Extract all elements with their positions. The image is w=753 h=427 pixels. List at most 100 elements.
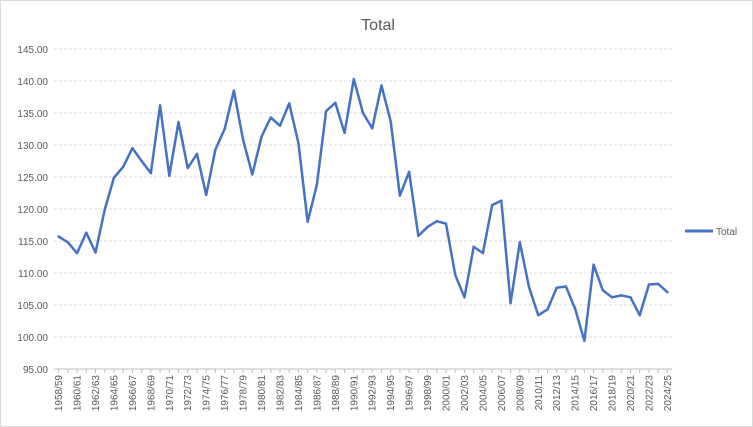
data-point [315, 183, 319, 186]
x-tick-label: 2018/19 [608, 375, 619, 412]
data-point [297, 141, 300, 145]
data-point [620, 294, 623, 297]
x-tick-label: 1960/61 [73, 375, 84, 412]
data-point [426, 225, 429, 229]
data-point [214, 148, 217, 151]
series-line-total [57, 77, 669, 343]
series-total [57, 77, 669, 343]
data-point [352, 77, 355, 81]
data-point [186, 166, 189, 170]
data-point [195, 152, 199, 156]
y-tick-label: 115.00 [18, 237, 48, 248]
data-point [278, 124, 282, 128]
data-point [260, 135, 263, 138]
x-tick-label: 2000/01 [442, 375, 453, 412]
data-point [592, 263, 595, 266]
legend: Total [685, 227, 737, 238]
data-point [666, 291, 669, 294]
data-point [241, 138, 245, 142]
data-point [343, 131, 346, 135]
x-tick-label: 1958/59 [54, 375, 65, 412]
x-tick-label: 1990/91 [349, 375, 360, 412]
x-tick-label: 1988/89 [331, 375, 342, 412]
data-point [555, 286, 558, 289]
data-point [463, 296, 466, 299]
data-point [527, 285, 531, 289]
data-point [564, 285, 568, 288]
x-tick-label: 1996/97 [405, 375, 416, 412]
x-tick-label: 1964/65 [109, 375, 120, 412]
x-tick-label: 2010/11 [534, 375, 545, 411]
data-point [435, 219, 438, 223]
data-point [500, 199, 503, 202]
y-tick-label: 130.00 [17, 141, 48, 152]
data-point [324, 109, 328, 113]
x-tick-label: 1974/75 [202, 375, 213, 412]
x-tick-label: 1978/79 [239, 375, 250, 412]
data-point [656, 282, 660, 286]
data-point [232, 89, 236, 92]
data-point [610, 296, 614, 299]
data-point [223, 127, 226, 131]
data-point [85, 231, 88, 234]
data-point [509, 301, 512, 305]
x-tick-label: 2004/05 [478, 375, 489, 412]
data-point [75, 251, 79, 255]
data-point [417, 234, 420, 238]
chart-title: Total [361, 17, 395, 34]
x-tick-label: 2006/07 [497, 375, 508, 412]
x-tick-label: 1994/95 [386, 375, 397, 412]
data-point [269, 116, 272, 119]
y-tick-label: 100.00 [17, 333, 48, 344]
x-tick-label: 2016/17 [589, 375, 600, 412]
data-point [94, 251, 97, 254]
data-point [66, 241, 70, 244]
x-tick-label: 1968/69 [146, 375, 157, 412]
y-tick-label: 120.00 [17, 205, 48, 216]
data-point [546, 308, 549, 311]
data-point [306, 220, 309, 223]
data-point [389, 120, 392, 123]
y-tick-label: 135.00 [17, 109, 48, 120]
data-point [371, 127, 374, 130]
data-point [103, 208, 106, 211]
data-point [131, 147, 134, 150]
data-point [288, 102, 291, 105]
data-point [490, 203, 494, 207]
data-point [251, 173, 254, 176]
data-point [454, 273, 457, 277]
data-point [177, 120, 180, 124]
x-tick-label: 1980/81 [257, 375, 268, 412]
x-tick-label: 1976/77 [220, 375, 231, 412]
data-point [647, 283, 651, 286]
data-point [629, 296, 632, 299]
x-tick-label: 2002/03 [460, 375, 471, 412]
y-tick-label: 140.00 [17, 77, 48, 88]
data-point [537, 314, 540, 317]
x-tick-label: 2014/15 [571, 375, 582, 412]
x-tick-label: 1986/87 [312, 375, 323, 412]
y-tick-label: 95.00 [23, 365, 48, 376]
data-point [583, 339, 586, 343]
y-axis: 95.00 100.00 105.00 110.00 115.00 120.00 125.0… [17, 45, 48, 376]
data-point [601, 289, 605, 292]
data-point [407, 170, 411, 174]
data-point [112, 176, 116, 179]
x-tick-label: 1992/93 [368, 375, 379, 412]
x-tick-label: 1982/83 [275, 375, 286, 412]
data-point [168, 174, 171, 177]
data-point [398, 194, 402, 197]
gridlines [54, 48, 672, 370]
y-tick-label: 145.00 [17, 45, 48, 56]
data-point [204, 193, 208, 197]
data-point [149, 171, 153, 175]
x-axis: 1958/59 1960/61 1962/63 1964/65 1966/67 1968/… [54, 369, 674, 411]
data-point [158, 104, 162, 107]
x-tick-label: 1998/99 [423, 375, 434, 412]
data-point [481, 251, 485, 255]
x-tick-label: 2020/21 [626, 375, 637, 412]
x-tick-label: 1970/71 [165, 375, 176, 412]
x-tick-label: 2008/09 [515, 375, 526, 412]
